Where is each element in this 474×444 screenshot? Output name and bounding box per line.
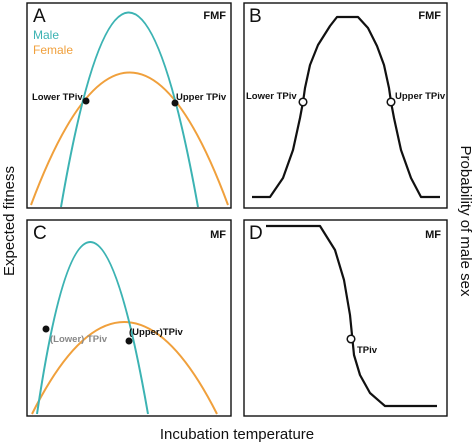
panel-c-mode-tag: MF xyxy=(210,229,226,241)
panel-b-upper-tpiv-label: Upper TPiv xyxy=(395,91,446,102)
panel-c-upper-tpiv-label: (Upper)TPiv xyxy=(129,327,184,338)
panel-a-female-curve xyxy=(30,71,229,206)
panel-c-female-curve xyxy=(31,321,218,415)
panel-a-mode-tag: FMF xyxy=(203,10,226,22)
panel-d-letter: D xyxy=(249,223,263,244)
panel-a-upper-tpiv-label: Upper TPiv xyxy=(176,92,227,103)
panel-b-sex-curve xyxy=(252,15,440,199)
panel-a-frame xyxy=(26,2,232,209)
panel-c-letter: C xyxy=(33,223,47,244)
panel-c: C MF (Lower) TPiv (Upper)TPiv xyxy=(26,219,232,417)
panel-d-sex-curve xyxy=(266,224,437,408)
panel-b: B FMF Lower TPiv Upper TPiv xyxy=(243,2,448,209)
panel-a-lower-tpiv-marker xyxy=(82,97,90,105)
panel-a: A FMF Male Female Lower TPiv Upper TPiv xyxy=(26,2,232,209)
panel-d-frame xyxy=(243,219,448,417)
legend-female: Female xyxy=(33,43,73,57)
panel-b-lower-tpiv-label: Lower TPiv xyxy=(246,91,297,102)
panel-d-tpiv-label: TPiv xyxy=(357,345,378,356)
panel-d: D MF TPiv xyxy=(243,219,448,417)
panel-b-mode-tag: FMF xyxy=(418,10,441,22)
x-axis-title: Incubation temperature xyxy=(160,426,314,443)
panel-d-tpiv-marker xyxy=(346,334,356,344)
panel-a-male-curve xyxy=(60,11,199,208)
panel-c-frame xyxy=(26,219,232,417)
panel-c-lower-tpiv-label: (Lower) TPiv xyxy=(50,334,108,345)
panel-c-lower-tpiv-marker xyxy=(42,325,50,333)
panel-b-letter: B xyxy=(249,6,262,27)
panel-c-upper-tpiv-marker xyxy=(125,337,133,345)
panel-a-lower-tpiv-label: Lower TPiv xyxy=(32,92,83,103)
panel-b-frame xyxy=(243,2,448,209)
panel-d-mode-tag: MF xyxy=(425,229,441,241)
panel-a-letter: A xyxy=(33,6,46,27)
panel-b-lower-tpiv-marker xyxy=(298,97,308,107)
y-axis-title-right: Probability of male sex xyxy=(457,146,474,297)
panel-a-upper-tpiv-marker xyxy=(171,99,179,107)
panel-b-upper-tpiv-marker xyxy=(386,97,396,107)
legend-male: Male xyxy=(33,28,59,42)
y-axis-title-left: Expected fitness xyxy=(1,166,18,276)
panel-c-male-curve xyxy=(36,241,149,415)
